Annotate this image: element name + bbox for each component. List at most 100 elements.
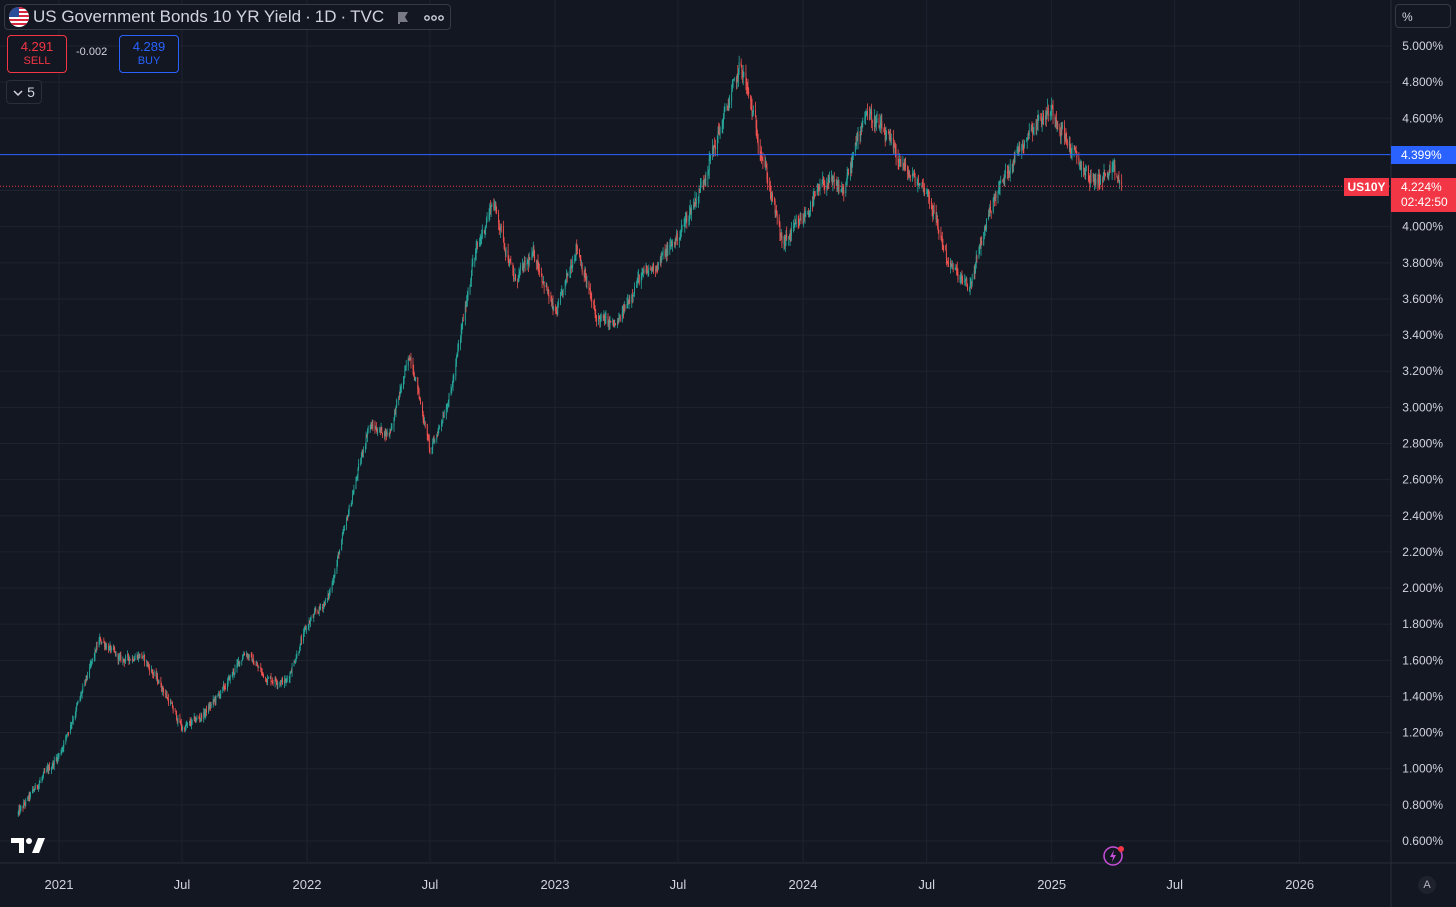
candle-body xyxy=(816,188,818,196)
candle-body xyxy=(729,100,731,105)
candle xyxy=(589,287,591,290)
candle-body xyxy=(802,220,804,224)
candle-body xyxy=(881,121,883,130)
candle xyxy=(595,315,597,327)
candle xyxy=(519,269,521,279)
candle xyxy=(622,305,624,317)
candle xyxy=(89,663,91,679)
candle-body xyxy=(466,301,468,307)
candle-body xyxy=(205,708,207,713)
auto-scale-button[interactable]: A xyxy=(1418,876,1436,894)
candle-body xyxy=(512,264,514,272)
candle xyxy=(740,58,742,68)
candle-body xyxy=(955,268,957,269)
candle xyxy=(115,650,117,658)
candle-body xyxy=(821,183,823,186)
candle-body xyxy=(1116,175,1118,178)
candle-body xyxy=(350,505,352,507)
candle xyxy=(176,718,178,724)
candle xyxy=(750,94,752,110)
symbol-header[interactable]: US Government Bonds 10 YR Yield · 1D · T… xyxy=(4,4,452,30)
candle xyxy=(966,283,968,292)
candle-body xyxy=(517,280,519,282)
candle-body xyxy=(456,357,457,364)
candle-body xyxy=(902,164,904,167)
candle xyxy=(680,229,682,241)
candle xyxy=(122,656,124,666)
candle-body xyxy=(538,268,540,274)
horizontal-line-price-tag[interactable]: 4.399% xyxy=(1391,146,1456,164)
candle xyxy=(586,275,588,289)
candle-body xyxy=(215,696,217,702)
candle-body xyxy=(927,189,929,193)
candle-body xyxy=(769,185,771,193)
scale-unit-button[interactable]: % xyxy=(1395,4,1451,28)
candle-body xyxy=(785,233,787,239)
candle xyxy=(680,219,682,238)
candle xyxy=(988,207,990,217)
candle xyxy=(661,252,663,256)
candle xyxy=(1041,116,1043,132)
candle xyxy=(1060,121,1062,145)
symbol-title[interactable]: US Government Bonds 10 YR Yield xyxy=(33,7,302,26)
candle xyxy=(155,668,157,680)
candle-body xyxy=(271,681,273,682)
candle xyxy=(623,301,625,314)
interval-label[interactable]: 1D xyxy=(314,7,337,26)
candle xyxy=(470,269,472,287)
candle xyxy=(144,654,146,667)
sell-button[interactable]: 4.291 SELL xyxy=(7,35,67,73)
indicators-toggle[interactable]: 5 xyxy=(6,80,42,104)
candle-body xyxy=(617,321,619,323)
candle xyxy=(120,651,122,663)
candle xyxy=(514,268,516,279)
more-dots-icon[interactable] xyxy=(424,9,445,25)
candle xyxy=(755,115,757,136)
candle xyxy=(42,774,44,781)
candle-body xyxy=(305,627,307,630)
candle xyxy=(56,757,58,764)
candle xyxy=(542,275,544,285)
candle xyxy=(361,449,363,459)
candle-body xyxy=(394,410,396,418)
candle-body xyxy=(886,131,888,136)
candle-body xyxy=(659,259,661,263)
candle-body xyxy=(721,127,723,129)
candle-body xyxy=(702,182,704,183)
candle xyxy=(732,79,734,89)
candle-body xyxy=(640,276,642,283)
candle-body xyxy=(379,428,381,433)
candle xyxy=(780,229,782,240)
candle-body xyxy=(765,165,767,168)
candle-body xyxy=(674,238,676,245)
candle xyxy=(400,383,402,393)
candle xyxy=(665,244,667,262)
lightning-icon[interactable] xyxy=(1103,845,1124,866)
candle-body xyxy=(104,645,106,647)
tradingview-logo[interactable] xyxy=(10,835,46,860)
candle-body xyxy=(557,303,559,306)
buy-button[interactable]: 4.289 BUY xyxy=(119,35,179,73)
candle xyxy=(243,650,245,656)
candle-body xyxy=(671,242,673,246)
candle xyxy=(523,255,525,269)
candle xyxy=(973,265,975,280)
candle xyxy=(1032,126,1034,135)
candle-body xyxy=(833,179,835,182)
candle-body xyxy=(537,260,539,269)
candle-body xyxy=(776,215,778,218)
candle xyxy=(975,250,977,269)
candle xyxy=(484,226,486,239)
candle-body xyxy=(555,306,557,312)
candle-body xyxy=(157,681,159,684)
candle-body xyxy=(189,721,191,724)
candle-body xyxy=(871,111,873,121)
candle xyxy=(1090,169,1092,184)
candle-body xyxy=(439,425,440,427)
candle-body xyxy=(277,683,279,685)
candle-body xyxy=(22,806,24,808)
candle-body xyxy=(636,285,637,287)
bookmark-flag-icon[interactable] xyxy=(396,10,410,24)
